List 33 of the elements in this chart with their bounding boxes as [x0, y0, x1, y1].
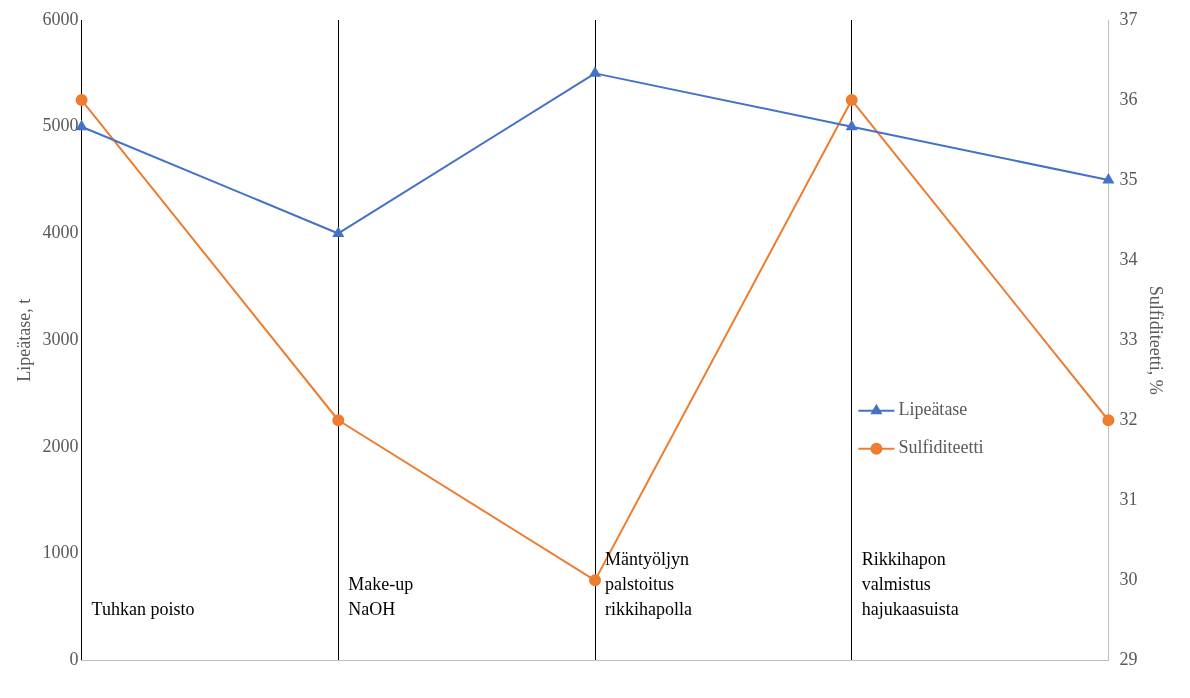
legend-label: Lipeätase [898, 399, 968, 420]
y-tick-label: 6000 [42, 8, 79, 29]
y2-tick-label: 37 [1119, 8, 1138, 29]
annotation: Rikkihapon valmistus hajukaasuista [861, 549, 959, 620]
y2-axis-title: Sulfiditeetti, % [1146, 285, 1167, 395]
y2-tick-label: 33 [1119, 328, 1138, 349]
y2-tick-label: 32 [1119, 408, 1138, 429]
y-tick-label: 0 [69, 649, 79, 670]
point [332, 227, 344, 237]
y2-tick-label: 29 [1119, 649, 1138, 670]
point [589, 574, 601, 587]
y-tick-label: 1000 [42, 542, 79, 563]
y2-tick-label: 36 [1119, 88, 1138, 109]
annotation: Mäntyöljyn palstoitus rikkihapolla [605, 549, 692, 620]
y2-tick-label: 31 [1119, 489, 1138, 510]
annotation: Tuhkan poisto [91, 599, 195, 620]
y-tick-label: 2000 [42, 435, 79, 456]
y2-tick-label: 35 [1119, 168, 1138, 189]
y2-tick-label: 34 [1119, 248, 1138, 269]
y2-tick-label: 30 [1119, 569, 1138, 590]
point [589, 67, 601, 77]
point [332, 414, 345, 427]
point [1102, 414, 1115, 427]
y-tick-label: 5000 [42, 115, 79, 136]
point [75, 94, 88, 107]
point [1103, 174, 1114, 184]
y-axis-title: Lipeätase, t [13, 298, 34, 382]
point [845, 94, 858, 107]
annotation: Make-up NaOH [348, 574, 414, 620]
point [846, 120, 858, 131]
y-tick-label: 3000 [42, 328, 79, 349]
y-tick-label: 4000 [42, 222, 79, 243]
legend-label: Sulfiditeetti [898, 437, 984, 458]
